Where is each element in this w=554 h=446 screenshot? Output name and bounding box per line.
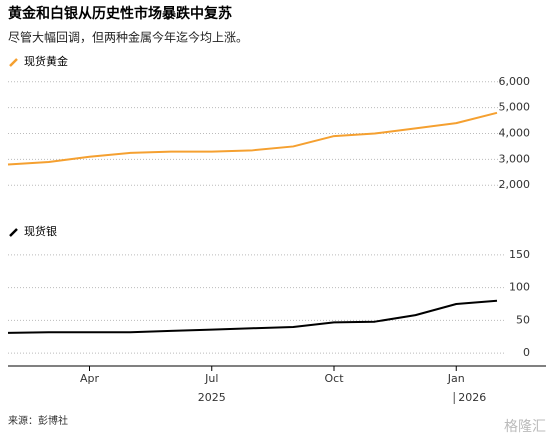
x-tick-label: Oct bbox=[324, 372, 344, 385]
y-tick-label: 150 bbox=[509, 248, 530, 261]
y-tick-label: 0 bbox=[523, 346, 530, 359]
series-line bbox=[7, 111, 498, 166]
y-tick-label: 3,000 bbox=[499, 152, 531, 165]
x-tick-label: Jan bbox=[447, 372, 465, 385]
x-tick-label: Jul bbox=[204, 372, 218, 385]
chart-title: 黄金和白银从历史性市场暴跌中复苏 bbox=[8, 5, 232, 22]
y-tick-label: 100 bbox=[509, 281, 530, 294]
legend-label: 现货黄金 bbox=[24, 54, 68, 68]
legend-swatch bbox=[9, 228, 18, 237]
x-tick-label: Apr bbox=[80, 372, 100, 385]
source: 来源：彭博社 bbox=[8, 414, 68, 427]
series-line bbox=[7, 299, 498, 334]
y-tick-label: 6,000 bbox=[499, 75, 531, 88]
legend-label: 现货银 bbox=[24, 224, 57, 238]
x-year-label: 2026 bbox=[458, 391, 486, 404]
y-tick-label: 2,000 bbox=[499, 178, 531, 191]
chart-subtitle: 尽管大幅回调，但两种金属今年迄今均上涨。 bbox=[8, 30, 248, 45]
legend-swatch bbox=[9, 58, 18, 67]
x-year-label: 2025 bbox=[198, 391, 226, 404]
y-tick-label: 5,000 bbox=[499, 101, 531, 114]
y-tick-label: 50 bbox=[516, 313, 530, 326]
y-tick-label: 4,000 bbox=[499, 127, 531, 140]
watermark: 格隆汇 bbox=[504, 419, 546, 435]
